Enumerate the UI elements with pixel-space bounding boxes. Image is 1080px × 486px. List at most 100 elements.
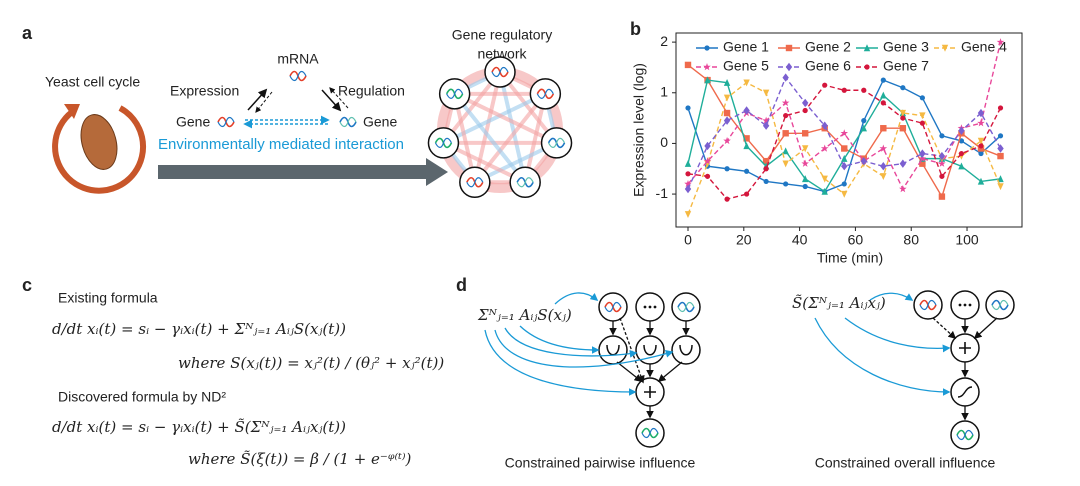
data-point [723, 78, 731, 86]
data-point [801, 98, 809, 108]
y-tick-label: 1 [660, 83, 668, 99]
data-point [958, 162, 965, 170]
x-tick-label: 80 [903, 232, 919, 248]
data-point [684, 61, 692, 69]
data-point [820, 144, 829, 152]
caption: Constrained pairwise influence [505, 455, 696, 471]
data-point [977, 137, 985, 145]
data-point [861, 87, 867, 93]
data-point [704, 173, 711, 179]
dot [643, 305, 647, 309]
arrow [255, 91, 273, 113]
data-point [783, 112, 789, 119]
data-point [977, 119, 985, 127]
data-point [763, 178, 769, 185]
caption: Constrained overall influence [815, 455, 996, 471]
legend-label: Gene 2 [805, 39, 851, 55]
data-point [977, 108, 985, 118]
data-point [996, 38, 1005, 46]
data-point [763, 166, 769, 172]
series-line [687, 79, 1001, 193]
data-point [841, 87, 847, 93]
data-point [939, 133, 945, 139]
network-edge [498, 71, 528, 183]
data-point [861, 118, 867, 124]
data-point [801, 145, 809, 153]
arrow [554, 292, 599, 305]
data-point [880, 100, 886, 106]
bowl [643, 344, 657, 356]
data-point [783, 181, 789, 187]
panel-d: d Σᴺⱼ₌₁ AᵢⱼS(xⱼ) Constrained pairwise in… [456, 275, 1015, 471]
node [671, 335, 701, 365]
data-point [684, 211, 692, 219]
data-point [685, 105, 691, 111]
data-point [782, 73, 789, 82]
x-tick-label: 20 [736, 232, 752, 248]
mrna-label: mRNA [277, 51, 319, 67]
data-point [724, 166, 730, 172]
data-point [801, 159, 809, 167]
data-point [997, 152, 1004, 160]
arrow [484, 329, 637, 396]
data-point [918, 154, 927, 162]
data-point [879, 144, 888, 152]
data-point [684, 159, 692, 167]
y-tick-label: 0 [660, 134, 668, 150]
big-arrowhead [426, 158, 448, 186]
arrow [519, 325, 600, 354]
dot [963, 303, 967, 307]
arrow [619, 317, 645, 384]
mrna-icon [289, 70, 307, 82]
data-point [880, 125, 887, 132]
data-point [762, 121, 770, 130]
data-point [997, 105, 1004, 111]
node [598, 335, 628, 365]
data-point [958, 150, 965, 157]
legend-marker [785, 44, 793, 52]
arrow [932, 317, 957, 340]
legend-marker [941, 44, 949, 52]
legend-marker [704, 45, 710, 51]
network-edge [453, 92, 527, 184]
legend-marker [864, 64, 870, 70]
data-point [978, 150, 984, 157]
arrow [329, 87, 349, 109]
data-point [958, 126, 965, 135]
arrow [657, 361, 683, 382]
legend-marker [863, 44, 871, 52]
network-edge [472, 71, 502, 183]
data-point [704, 76, 711, 84]
sigmoid [957, 386, 973, 398]
data-point [743, 135, 750, 142]
data-point [743, 142, 750, 150]
panel-label: c [22, 275, 32, 295]
interaction-label: Environmentally mediated interaction [158, 136, 404, 153]
diagram [484, 290, 1015, 450]
chart: b Time (min) Expression level (log) 0 20 4… [630, 19, 1023, 266]
data-point [919, 120, 925, 126]
data-point [723, 136, 731, 145]
data-point [743, 168, 750, 174]
panel-a: a Yeast cell cycle mRNA Expression Regul… [22, 23, 573, 199]
plus [959, 342, 971, 354]
data-point [802, 107, 808, 114]
data-point [781, 98, 790, 107]
arrow [616, 361, 643, 382]
data-point [860, 124, 867, 132]
x-tick-label: 0 [684, 232, 692, 248]
data-point [899, 109, 907, 117]
data-point [762, 116, 770, 124]
data-point [880, 77, 886, 83]
data-point [938, 193, 946, 200]
network-edge [442, 92, 547, 145]
gene-icon [339, 116, 357, 128]
data-point [762, 89, 770, 97]
data-point [997, 144, 1004, 153]
data-point [899, 125, 907, 132]
cell-label: Yeast cell cycle [45, 74, 140, 90]
data-point [822, 82, 828, 88]
data-point [938, 159, 946, 167]
panel-label: b [630, 19, 641, 39]
